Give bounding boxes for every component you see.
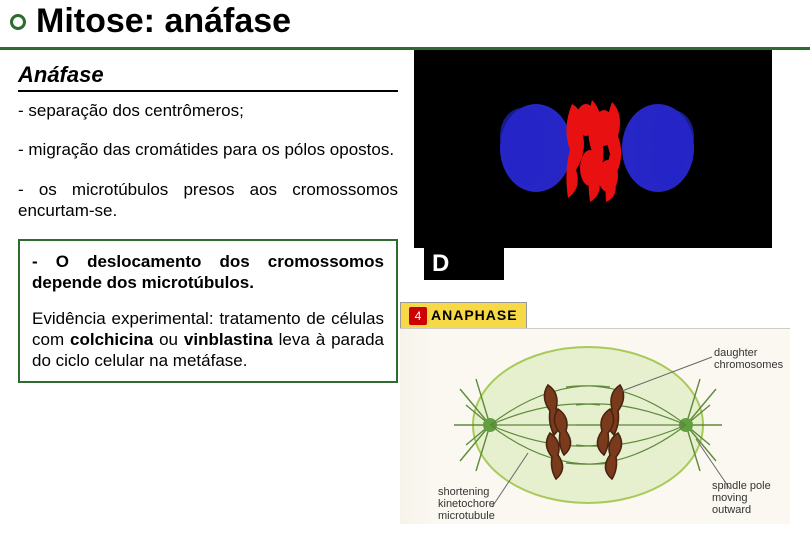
badge-number: 4 xyxy=(409,307,427,325)
anaphase-diagram-wrap: 4ANAPHASE xyxy=(400,302,790,524)
highlight-box: - O deslocamento dos cromossomos depende… xyxy=(18,239,398,383)
image-column: D 4ANAPHASE xyxy=(410,62,790,524)
box-p1-text-b: microtúbulos. xyxy=(142,273,254,292)
box-p2-b: colchicina xyxy=(70,330,153,349)
box-p2-c: ou xyxy=(153,330,184,349)
bullet-icon xyxy=(10,14,26,30)
section-subtitle: Anáfase xyxy=(18,62,398,92)
anaphase-badge: 4ANAPHASE xyxy=(400,302,527,330)
panel-label-D: D xyxy=(424,248,504,280)
content-row: Anáfase - separação dos centrômeros; - m… xyxy=(0,50,810,524)
box-p2-d: vinblastina xyxy=(184,330,273,349)
spindle-pole-left xyxy=(500,104,572,192)
chromosomes xyxy=(566,100,621,202)
label-daughter: daughter chromosomes xyxy=(714,347,784,371)
anaphase-diagram: daughter chromosomes shortening kinetoch… xyxy=(400,328,790,524)
box-para-1: - O deslocamento dos cromossomos depende… xyxy=(32,251,384,294)
fluorescence-micrograph: D xyxy=(414,50,772,248)
box-para-2: Evidência experimental: tratamento de cé… xyxy=(32,308,384,372)
micrograph-svg xyxy=(414,50,772,248)
slide-title: Mitose: anáfase xyxy=(36,2,790,41)
bullet-2: - migração das cromátides para os pólos … xyxy=(18,139,398,160)
badge-label: ANAPHASE xyxy=(431,307,518,323)
diagram-edge-fade xyxy=(400,329,434,524)
bullet-1: - separação dos centrômeros; xyxy=(18,100,398,121)
bullet-3: - os microtúbulos presos aos cromossomos… xyxy=(18,179,398,222)
text-column: Anáfase - separação dos centrômeros; - m… xyxy=(18,62,398,524)
spindle-pole-right xyxy=(622,104,694,192)
label-spindle: spindle pole moving outward xyxy=(712,480,788,516)
label-shortening: shortening kinetochore microtubule xyxy=(438,486,518,522)
slide-header: Mitose: anáfase xyxy=(0,0,810,50)
